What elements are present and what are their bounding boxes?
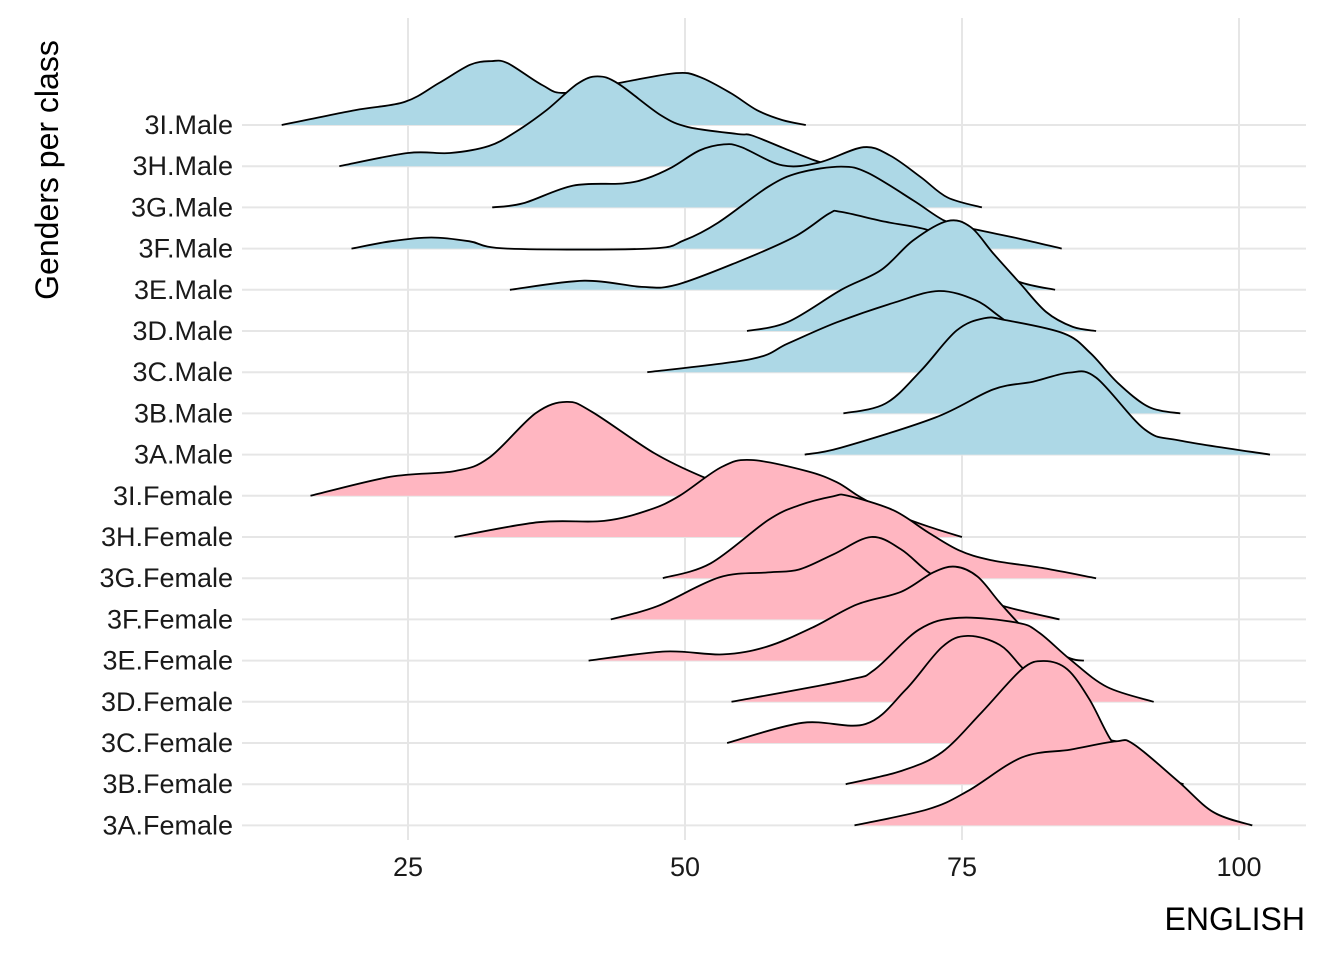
y-tick-label: 3B.Male bbox=[134, 398, 233, 428]
y-tick-label: 3D.Male bbox=[132, 316, 233, 346]
y-tick-label: 3E.Male bbox=[134, 275, 233, 305]
y-axis-labels: 3I.Male 3H.Male 3G.Male 3F.Male 3E.Male 3D.Ma… bbox=[99, 110, 233, 840]
x-axis-labels: 25 50 75 100 bbox=[393, 852, 1262, 882]
ridge-3a-male bbox=[804, 370, 1271, 456]
ridge-fill bbox=[310, 401, 774, 496]
y-tick-label: 3C.Male bbox=[132, 357, 233, 387]
y-tick-label: 3B.Female bbox=[102, 769, 233, 799]
y-tick-label: 3F.Female bbox=[107, 604, 233, 634]
x-tick-label: 25 bbox=[393, 852, 423, 882]
y-tick-label: 3E.Female bbox=[102, 646, 233, 676]
ridge-outline bbox=[339, 75, 835, 168]
ridge-outline bbox=[854, 739, 1253, 827]
ridge-outline bbox=[843, 316, 1181, 415]
ridge-outline bbox=[662, 493, 1097, 580]
y-tick-label: 3D.Female bbox=[101, 687, 233, 717]
ridge-outline bbox=[731, 616, 1154, 703]
ridge-fill bbox=[339, 76, 835, 167]
x-tick-label: 100 bbox=[1216, 852, 1261, 882]
x-axis-title: ENGLISH bbox=[1165, 901, 1305, 937]
x-tick-label: 50 bbox=[670, 852, 700, 882]
ridge-3g-female bbox=[662, 493, 1097, 580]
ridge-3a-female bbox=[854, 739, 1253, 827]
y-tick-label: 3C.Female bbox=[101, 728, 233, 758]
y-tick-label: 3A.Female bbox=[102, 810, 233, 840]
ridge-fill bbox=[854, 739, 1253, 826]
ridge-outline bbox=[281, 59, 806, 126]
ridge-3d-male bbox=[746, 219, 1097, 332]
y-tick-label: 3G.Male bbox=[131, 192, 233, 222]
y-tick-label: 3A.Male bbox=[134, 440, 233, 470]
y-tick-label: 3H.Male bbox=[132, 151, 233, 181]
ridges bbox=[281, 59, 1271, 827]
ridge-3i-male bbox=[281, 59, 806, 126]
ridge-outline bbox=[492, 143, 983, 209]
y-tick-label: 3F.Male bbox=[138, 234, 233, 264]
ridge-fill bbox=[804, 371, 1270, 455]
x-tick-label: 75 bbox=[947, 852, 977, 882]
ridge-fill bbox=[747, 220, 1097, 331]
ridge-3h-male bbox=[339, 75, 835, 168]
y-tick-label: 3H.Female bbox=[101, 522, 233, 552]
y-tick-label: 3G.Female bbox=[99, 563, 233, 593]
ridge-outline bbox=[804, 370, 1271, 456]
ridge-fill bbox=[281, 60, 806, 125]
y-tick-label: 3I.Male bbox=[144, 110, 233, 140]
ridge-outline bbox=[746, 219, 1097, 332]
y-axis-title: Genders per class bbox=[29, 40, 65, 300]
y-tick-label: 3I.Female bbox=[113, 481, 233, 511]
gridlines bbox=[242, 18, 1306, 840]
ridge-fill bbox=[662, 494, 1097, 579]
